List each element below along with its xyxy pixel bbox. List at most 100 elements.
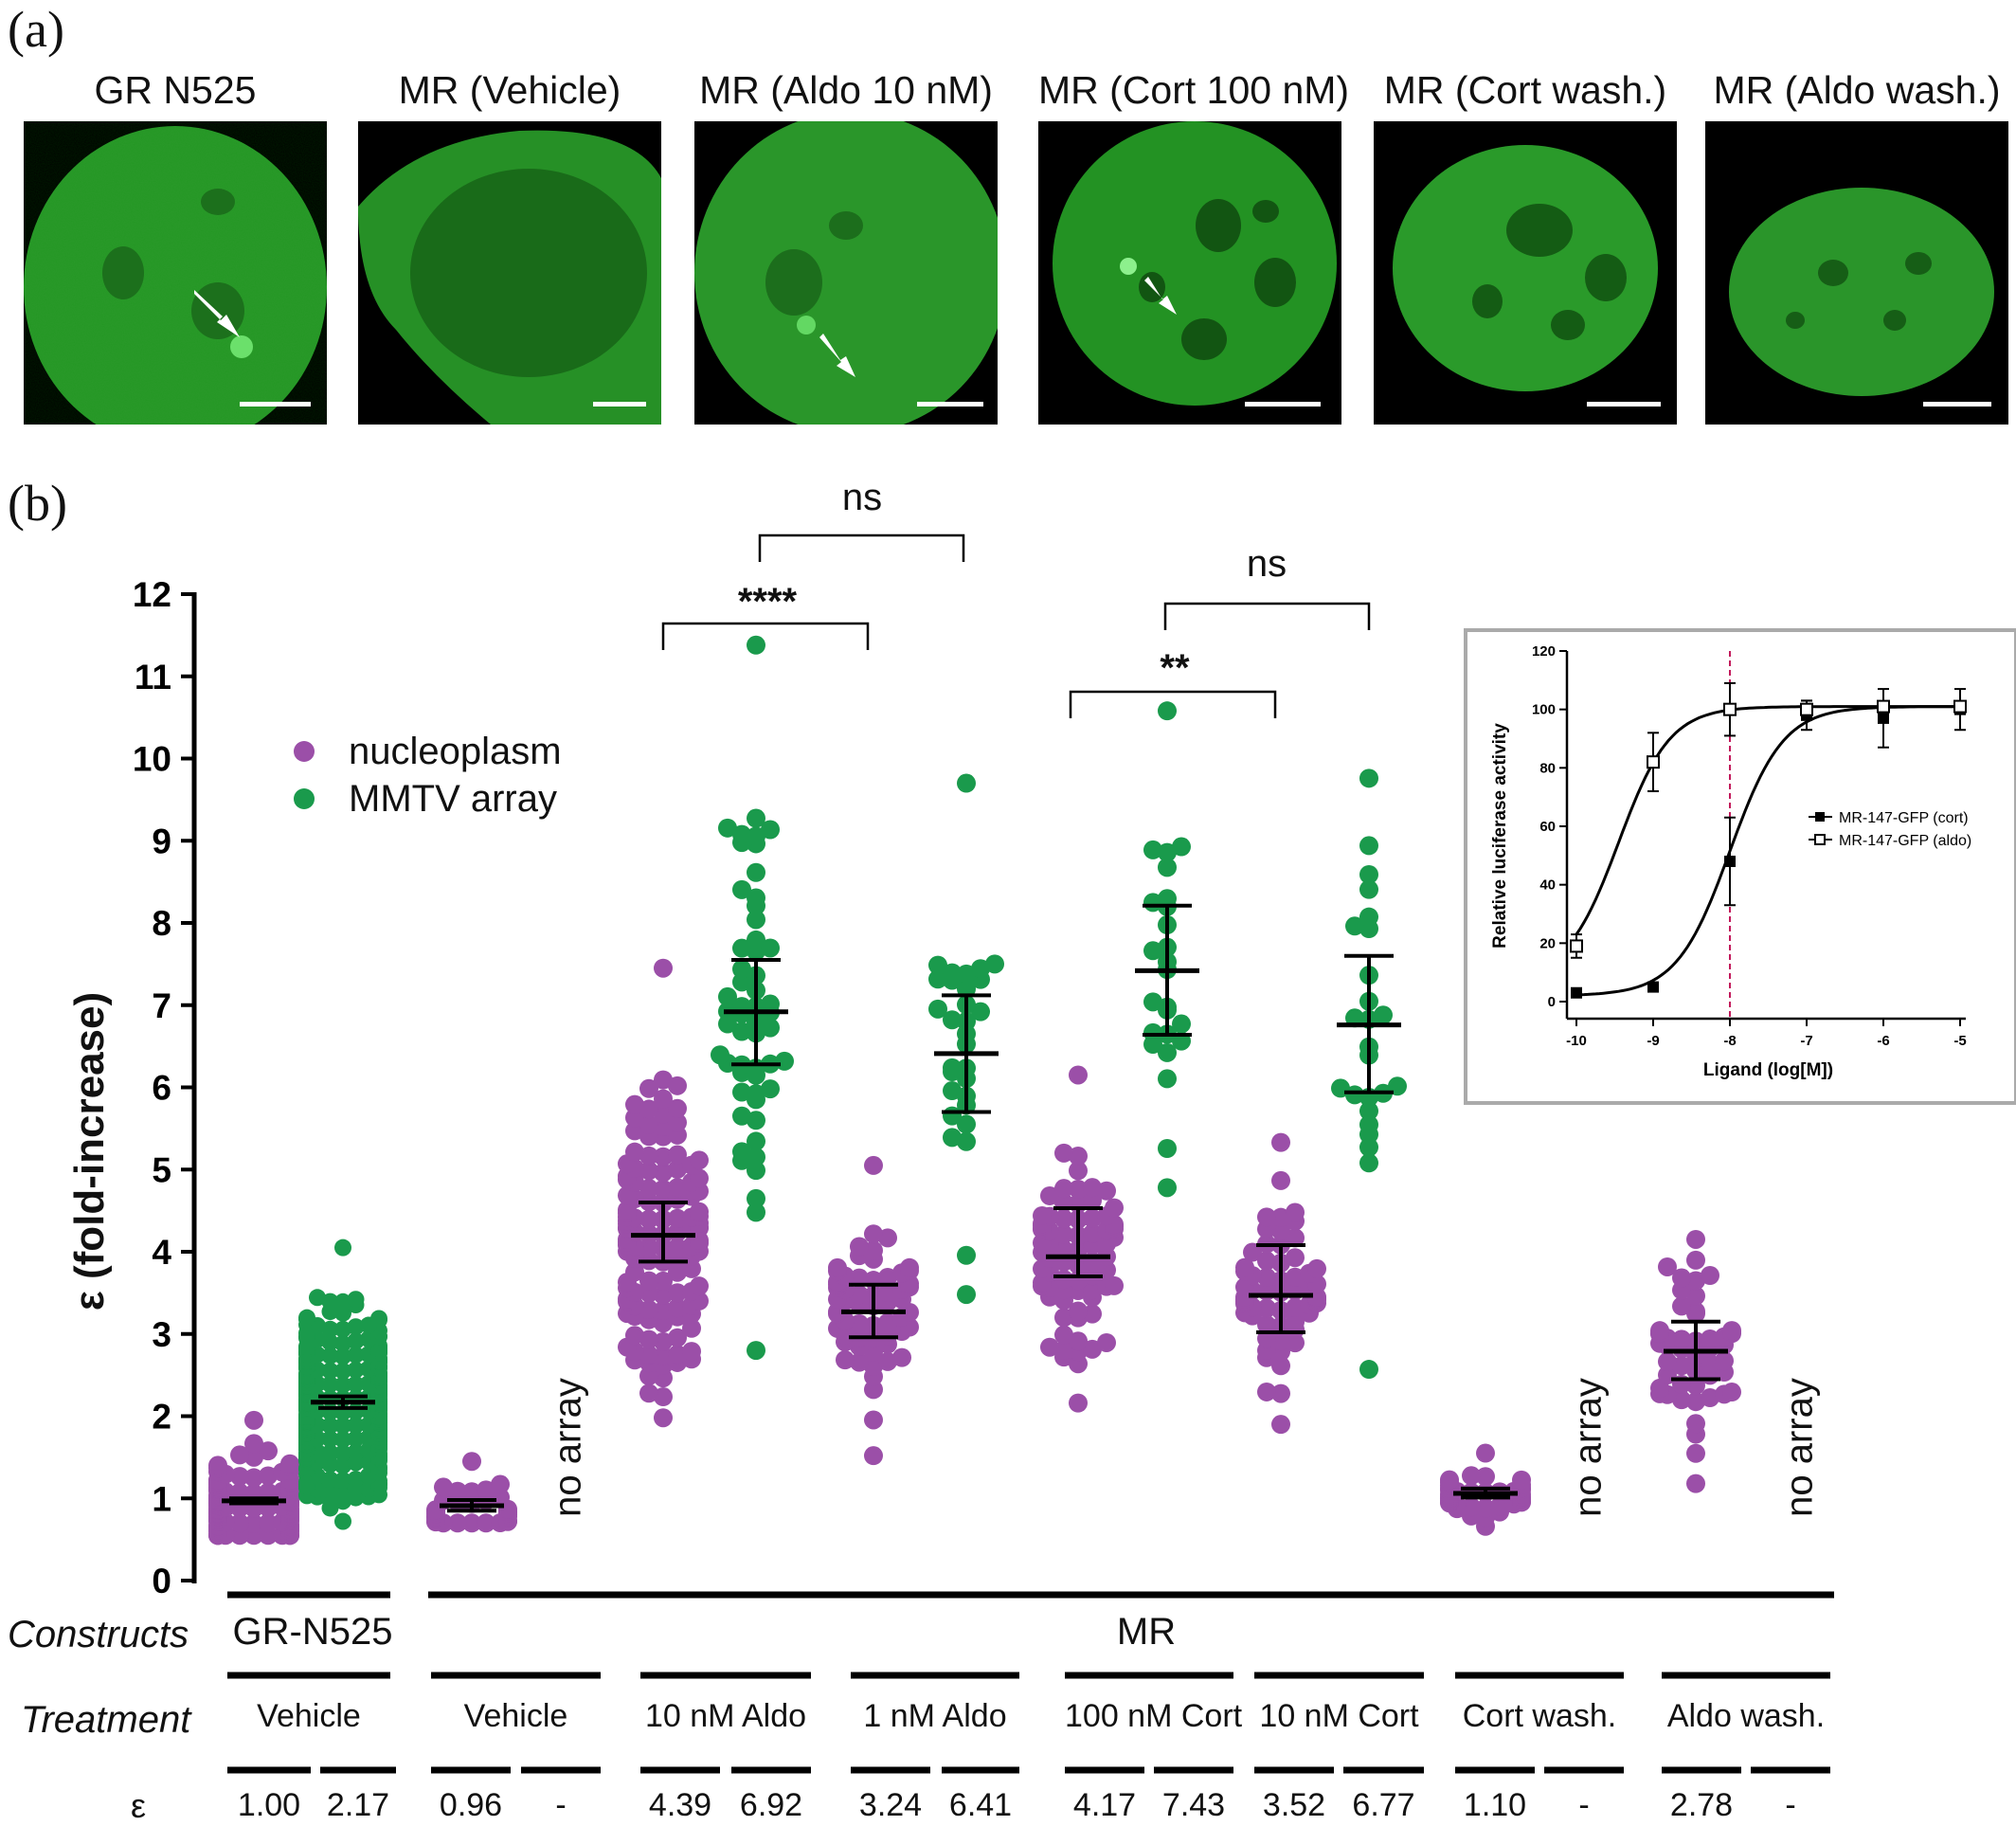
data-point [1271,1132,1290,1152]
data-point [900,1257,919,1277]
data-point [1286,1312,1305,1332]
data-point [639,1114,658,1134]
data-point [347,1417,365,1435]
data-point [347,1318,365,1336]
data-point [654,1300,673,1320]
data-point [1286,1297,1305,1317]
data-point [1476,1498,1495,1518]
data-point [1083,1208,1102,1228]
data-point [1359,768,1378,788]
data-point [761,938,780,958]
data-point [761,820,780,840]
legend-dot-nucleoplasm [294,741,315,762]
data-point [1097,1332,1116,1352]
data-point [1686,1286,1705,1306]
data-point [747,826,765,846]
data-point [1286,1228,1305,1248]
treatment-label: 100 nM Cort [1065,1698,1243,1734]
data-point [1143,941,1162,961]
treatment-label: 1 nM Aldo [863,1698,1007,1734]
data-point [1286,1202,1305,1222]
data-point [1158,1139,1177,1159]
epsilon-value: 6.41 [948,1787,1013,1823]
data-point [732,1021,751,1041]
data-point [1257,1251,1276,1271]
data-point [1271,1356,1290,1376]
data-point [1040,1185,1059,1205]
data-point [864,1446,883,1466]
data-point [654,1089,673,1109]
data-point [1069,1393,1088,1413]
data-point [928,955,947,975]
data-point [1650,1321,1669,1341]
data-point [761,1079,780,1099]
data-point [654,958,673,978]
data-point [639,1383,658,1403]
data-point [1069,1179,1088,1199]
data-point [892,1347,911,1367]
data-point [747,1202,765,1222]
data-point [654,1387,673,1407]
ns-cort: ns [1246,543,1287,585]
data-point [1143,992,1162,1012]
treatment-label: Vehicle [257,1698,361,1734]
data-point [761,1018,780,1038]
inset-point-aldo [1723,702,1737,716]
image-title-mr-cort-wash: MR (Cort wash.) [1383,68,1667,112]
data-point [1271,1383,1290,1403]
data-point [334,1320,351,1338]
data-point [654,1271,673,1291]
data-point [1033,1205,1052,1225]
data-point [1359,864,1378,884]
data-point [434,1477,453,1497]
data-point [1040,1337,1059,1357]
data-point [639,1345,658,1365]
data-point [639,1179,658,1199]
data-point [864,1224,883,1244]
epsilon-value: 3.24 [858,1787,923,1823]
inset-y-tick-label: 100 [1532,702,1556,718]
data-point [1172,837,1191,857]
data-point [1054,1179,1073,1199]
data-point [1686,1443,1705,1463]
data-point [1331,1078,1350,1098]
data-point [334,1512,351,1530]
data-point [682,1318,701,1338]
data-point [1345,1085,1364,1105]
data-point [1701,1266,1719,1286]
inset-point-aldo [1800,702,1813,716]
data-point [1722,1383,1741,1402]
data-point [718,986,737,1006]
data-point [334,1362,351,1380]
no-array-label-aldo-wash: no array [1778,1378,1821,1517]
data-point [1158,1178,1177,1198]
data-point [1359,907,1378,927]
data-point [1686,1250,1705,1270]
data-point [747,1084,765,1104]
data-point [1462,1466,1481,1486]
data-point [732,824,751,844]
data-point [625,1142,644,1162]
epsilon-value: 6.77 [1352,1787,1415,1823]
data-point [1097,1181,1116,1201]
data-point [625,1326,644,1346]
inset-x-tick-label: -9 [1647,1033,1659,1049]
image-title-mr-cort: MR (Cort 100 nM) [1038,68,1350,112]
data-point [639,1300,658,1320]
data-point [747,635,765,655]
no-array-label-vehicle: no array [547,1378,589,1517]
data-point [1686,1473,1705,1493]
data-point [971,959,990,979]
y-tick-label: 3 [152,1315,171,1354]
data-point [1054,1308,1073,1328]
data-point [747,930,765,949]
data-point [347,1361,365,1379]
constructs-row-label: Constructs [8,1614,189,1655]
data-point [668,1178,687,1198]
data-point [718,818,737,838]
data-point [1722,1321,1741,1341]
legend-item-array: MMTV array [294,775,562,823]
bracket-significance-aldo [661,622,870,650]
data-point [1158,1069,1177,1089]
data-point [1069,1065,1088,1085]
